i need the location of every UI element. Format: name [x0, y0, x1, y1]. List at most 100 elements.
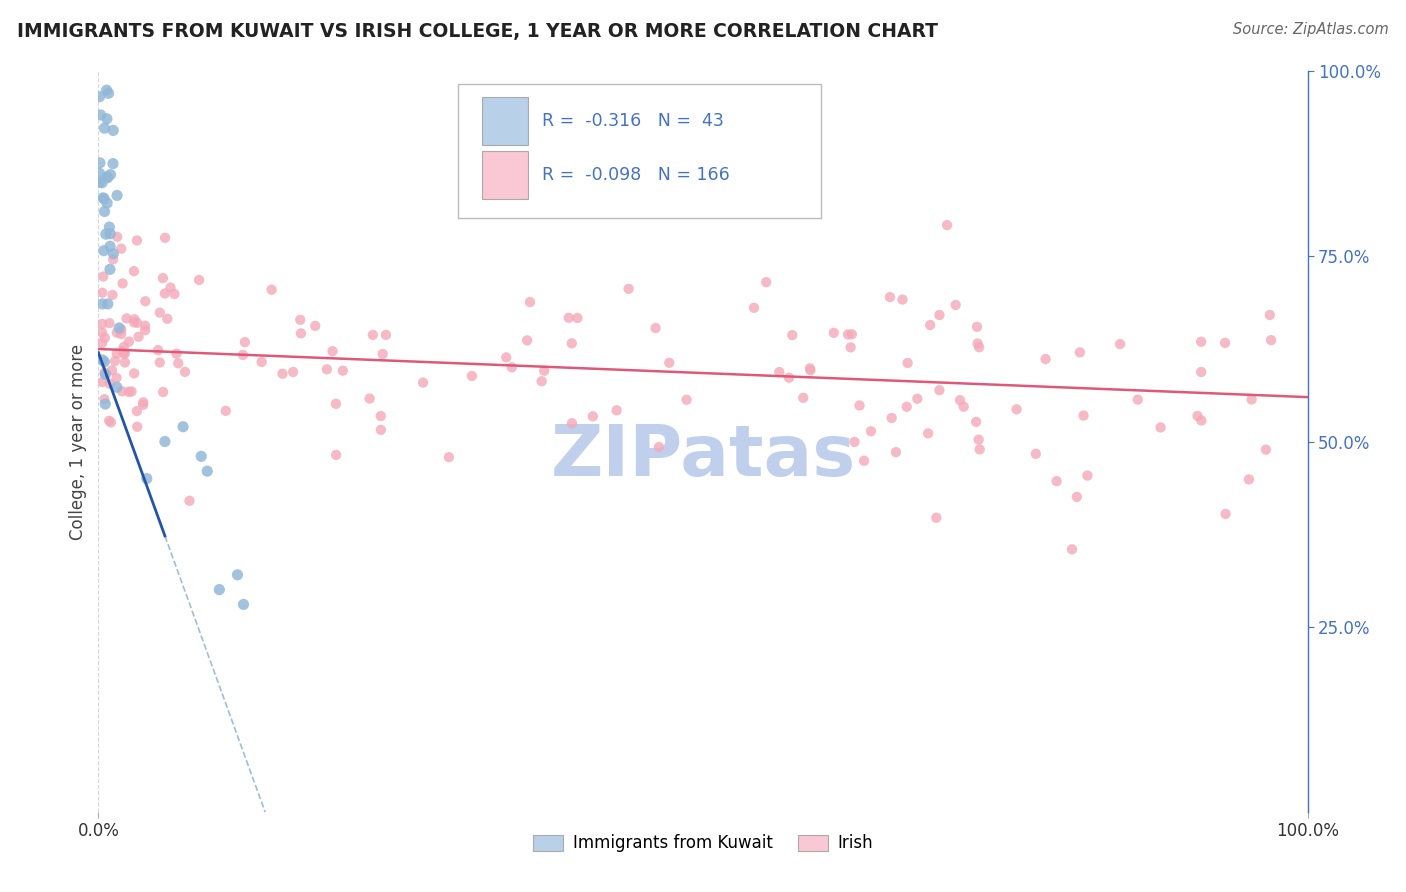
Point [967, 433, 990, 447]
Point [89, 156, 111, 170]
FancyBboxPatch shape [457, 84, 821, 218]
Point [132, 395, 155, 409]
Point [839, 340, 862, 354]
Point [1060, 542, 1083, 557]
FancyBboxPatch shape [482, 152, 527, 200]
Point [281, 365, 304, 379]
Point [94, 397, 117, 411]
Point [91, 285, 114, 300]
Point [250, 355, 273, 369]
Point [949, 393, 972, 408]
Point [166, 346, 188, 360]
Point [125, 404, 148, 418]
Point [952, 400, 974, 414]
Point [290, 326, 312, 341]
Point [90, 108, 112, 122]
Point [780, 328, 803, 343]
Point [260, 283, 283, 297]
Point [98, 316, 121, 330]
Point [105, 326, 128, 340]
Point [97, 170, 120, 185]
Point [97, 87, 120, 101]
Point [112, 340, 135, 354]
Point [965, 415, 987, 429]
Point [1189, 334, 1212, 349]
Point [105, 188, 128, 202]
FancyBboxPatch shape [482, 97, 527, 145]
Point [232, 598, 254, 612]
Point [799, 363, 821, 377]
Text: Source: ZipAtlas.com: Source: ZipAtlas.com [1233, 22, 1389, 37]
Point [1258, 308, 1281, 322]
Point [1189, 365, 1212, 379]
Point [519, 295, 541, 310]
Point [1073, 409, 1095, 423]
Point [125, 234, 148, 248]
Text: R =  -0.316   N =  43: R = -0.316 N = 43 [543, 112, 724, 130]
Point [153, 231, 176, 245]
Point [195, 464, 218, 478]
Point [96, 112, 118, 126]
Point [114, 346, 136, 360]
Point [516, 334, 538, 348]
Point [755, 275, 778, 289]
Point [159, 280, 181, 294]
Point [1066, 490, 1088, 504]
Y-axis label: College, 1 year or more: College, 1 year or more [69, 343, 87, 540]
Point [215, 404, 238, 418]
Point [91, 326, 114, 340]
Point [853, 454, 876, 468]
Point [188, 273, 211, 287]
Point [271, 367, 294, 381]
Point [792, 391, 814, 405]
Point [606, 403, 628, 417]
Point [1260, 333, 1282, 347]
Point [501, 360, 523, 375]
Point [315, 362, 337, 376]
Point [172, 419, 194, 434]
Point [103, 123, 125, 137]
Point [359, 392, 381, 406]
Point [1035, 352, 1057, 367]
Point [648, 440, 671, 454]
Point [884, 445, 907, 459]
Point [920, 318, 942, 332]
Point [533, 364, 555, 378]
Point [134, 294, 156, 309]
Point [93, 121, 115, 136]
Point [1189, 413, 1212, 427]
Point [105, 229, 128, 244]
Point [149, 305, 172, 319]
Point [167, 356, 190, 370]
Point [111, 277, 134, 291]
Point [163, 287, 186, 301]
Point [153, 434, 176, 449]
Point [98, 220, 121, 235]
Point [928, 383, 950, 397]
Point [374, 327, 396, 342]
Point [1240, 392, 1263, 407]
Point [101, 156, 124, 170]
Point [91, 269, 114, 284]
Point [93, 366, 115, 380]
Point [361, 327, 384, 342]
Point [96, 83, 118, 97]
Point [675, 392, 697, 407]
Point [100, 416, 122, 430]
Point [135, 471, 157, 485]
Point [561, 416, 583, 430]
Point [101, 363, 124, 377]
Point [880, 411, 903, 425]
Point [1126, 392, 1149, 407]
Point [925, 510, 948, 524]
Point [115, 311, 138, 326]
Point [841, 327, 863, 342]
Point [332, 364, 354, 378]
Point [290, 313, 312, 327]
Point [1109, 337, 1132, 351]
Point [153, 286, 176, 301]
Point [658, 356, 681, 370]
Point [823, 326, 845, 340]
Point [91, 317, 114, 331]
Point [1046, 474, 1069, 488]
